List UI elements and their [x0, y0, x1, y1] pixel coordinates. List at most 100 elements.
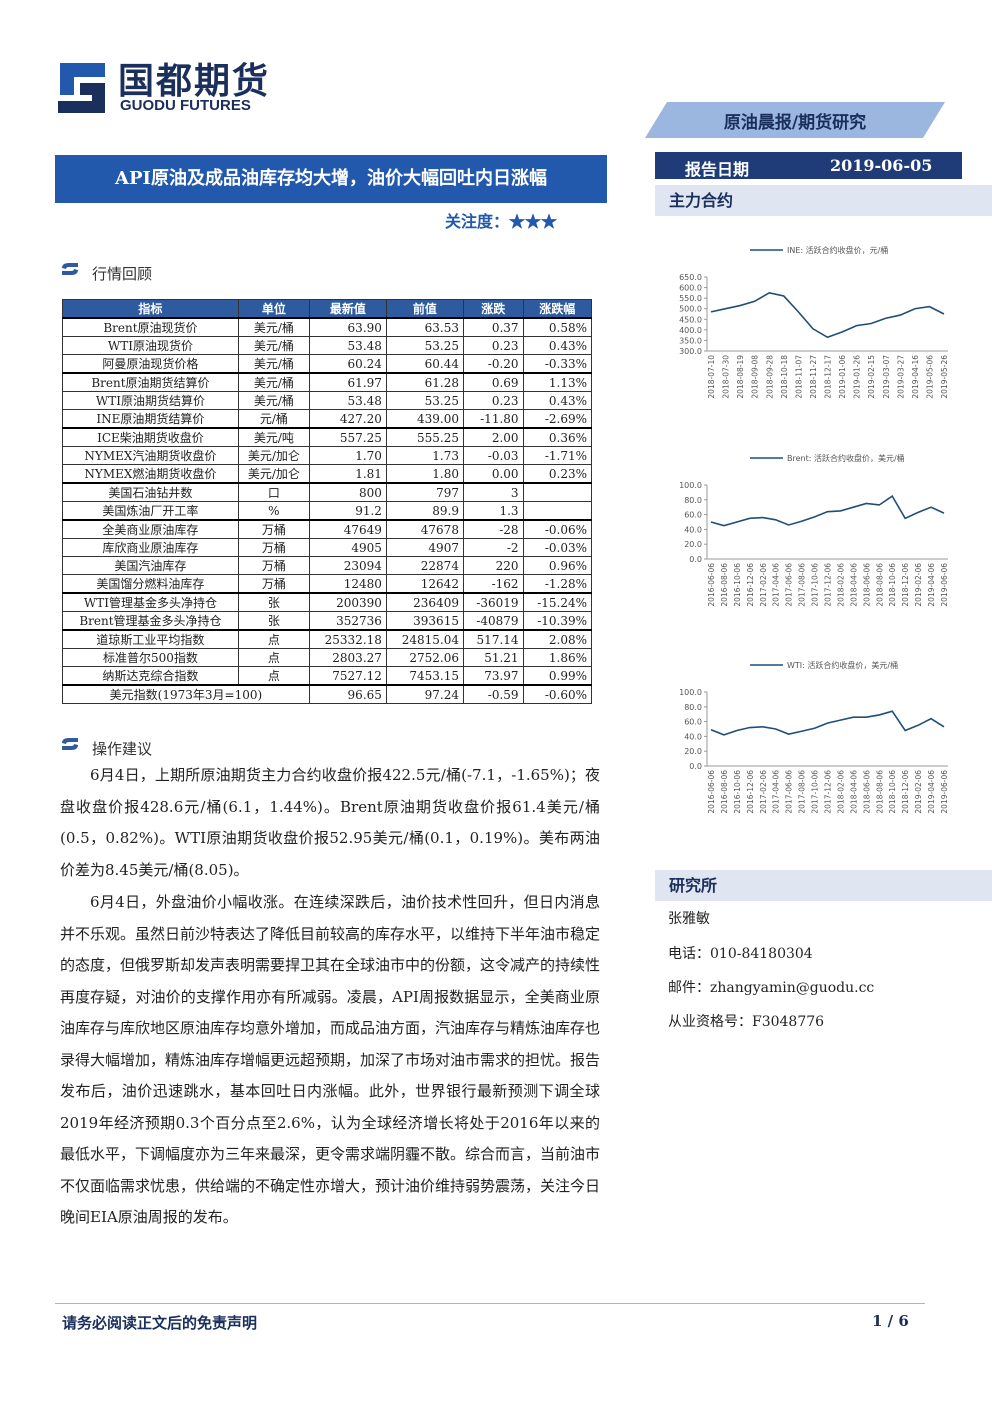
table-cell: %	[237, 501, 310, 521]
x-tick-label: 2018-10-18	[780, 355, 789, 399]
table-row: Brent原油期货结算价 美元/桶 61.97 61.28 0.69 1.13%	[62, 372, 593, 392]
x-tick-label: 2017-10-06	[811, 770, 820, 814]
table-cell: 0.37	[462, 317, 524, 337]
table-cell: -2	[462, 538, 524, 557]
table-cell: 7453.15	[385, 666, 464, 686]
row-group: ICE柴油期货收盘价 美元/吨 557.25 555.25 2.00 0.36% NYMEX…	[62, 427, 593, 484]
table-cell: 23094	[308, 556, 387, 575]
x-tick-label: 2018-07-30	[722, 355, 731, 399]
legend-label: WTI: 活跃合约收盘价，美元/桶	[787, 660, 898, 670]
table-cell: 美元/桶	[237, 354, 310, 374]
table-cell: -0.03%	[522, 538, 593, 557]
table-cell: 0.99%	[522, 666, 593, 686]
table-cell: 点	[237, 648, 310, 667]
x-tick-label: 2019-01-06	[838, 355, 847, 399]
table-cell: 517.14	[462, 629, 524, 649]
table-cell: 张	[237, 611, 310, 631]
row-group: 美国石油钻井数口 800 797 3 美国炼油厂开工率% 91.2 89.9 1.3	[62, 482, 593, 521]
table-cell: 63.53	[385, 317, 464, 337]
table-cell: -2.69%	[522, 409, 593, 429]
table-cell: 美国馏分燃料油库存	[62, 574, 239, 594]
table-cell: 0.00	[462, 464, 524, 484]
table-row: 标准普尔500指数点 2803.27 2752.06 51.21 1.86%	[62, 648, 593, 667]
y-tick-label: 40.0	[684, 525, 702, 534]
page-number: 1 / 6	[872, 1312, 909, 1330]
table-cell: 美元/桶	[237, 317, 310, 337]
table-cell: -0.59	[462, 684, 524, 704]
date-bar: 报告日期 2019-06-05	[655, 152, 962, 179]
table-cell: 797	[385, 482, 464, 502]
chart: Brent: 活跃合约收盘价，美元/桶 0.0 20.0 40.0 60.0 80.0 10…	[679, 453, 949, 607]
y-tick-label: 80.0	[684, 496, 702, 505]
table-row: NYMEX燃油期货收盘价 美元/加仑 1.81 1.80 0.00 0.23%	[62, 464, 593, 484]
table-cell: 53.48	[308, 336, 387, 355]
paragraph: 6月4日，上期所原油期货主力合约收盘价报422.5元/桶(-7.1，-1.65%…	[60, 766, 600, 879]
table-cell: 美元/吨	[237, 427, 310, 447]
table-cell: Brent原油现货价	[62, 317, 239, 337]
x-tick-label: 2016-10-06	[733, 770, 742, 814]
table-cell: 美元/桶	[237, 372, 310, 392]
table-row: NYMEX汽油期货收盘价 美元/加仑 1.70 1.73 -0.03 -1.71%	[62, 446, 593, 465]
attention: 关注度：★★★	[445, 212, 558, 231]
table-cell: 12480	[308, 574, 387, 594]
table-cell: 24815.04	[385, 629, 464, 649]
table-cell	[522, 501, 593, 521]
banner: 原油晨报/期货研究	[645, 102, 945, 138]
table-cell: 美元/加仑	[237, 446, 310, 465]
table-cell: 美国石油钻井数	[62, 482, 239, 502]
x-tick-label: 2017-04-06	[772, 770, 781, 814]
series-line	[710, 710, 945, 736]
table-cell: 2803.27	[308, 648, 387, 667]
x-tick-label: 2019-04-06	[927, 770, 936, 814]
section-title: 操作建议	[92, 740, 153, 758]
x-tick-label: 2019-02-15	[867, 355, 876, 399]
x-tick-label: 2018-10-06	[888, 563, 897, 607]
table-cell: -0.20	[462, 354, 524, 374]
table-row: WTI原油现货价 美元/桶 53.48 53.25 0.23 0.43%	[62, 336, 593, 355]
section-bar: 研究所	[655, 870, 992, 901]
table-cell: WTI原油期货结算价	[62, 391, 239, 410]
table-cell: 1.70	[308, 446, 387, 465]
analyst-license: 从业资格号：F3048776	[668, 1014, 825, 1030]
table-cell: 53.25	[385, 336, 464, 355]
series-line	[710, 292, 945, 339]
x-tick-label: 2017-06-06	[785, 770, 794, 814]
table-cell: 0.43%	[522, 336, 593, 355]
x-tick-label: 2018-08-19	[736, 355, 745, 399]
x-tick-label: 2019-06-06	[940, 563, 949, 607]
table-cell: 4907	[385, 538, 464, 557]
table-cell: 1.80	[385, 464, 464, 484]
x-tick-label: 2017-04-06	[772, 563, 781, 607]
logo-icon	[58, 63, 105, 113]
table-cell: 555.25	[385, 427, 464, 447]
table-cell: 1.13%	[522, 372, 593, 392]
x-tick-label: 2016-12-06	[746, 563, 755, 607]
table-cell: -1.71%	[522, 446, 593, 465]
y-tick-label: 60.0	[684, 511, 702, 520]
x-tick-label: 2018-02-06	[836, 770, 845, 814]
table-row: Brent管理基金多头净持仓张 352736 393615 -40879 -10.39%	[62, 611, 593, 631]
table-cell: 0.43%	[522, 391, 593, 410]
table-cell: 60.24	[308, 354, 387, 374]
table-cell: NYMEX燃油期货收盘价	[62, 464, 239, 484]
table-cell: 0.36%	[522, 427, 593, 447]
x-tick-label: 2018-07-10	[707, 355, 716, 399]
table-cell: -28	[462, 519, 524, 539]
table-cell: 61.97	[308, 372, 387, 392]
table-cell: 2.08%	[522, 629, 593, 649]
date-label: 报告日期	[685, 160, 750, 179]
table-cell: 全美商业原油库存	[62, 519, 239, 539]
table-row: 美国馏分燃料油库存 万桶 12480 12642 -162 -1.28%	[62, 574, 593, 594]
table-cell: -11.80	[462, 409, 524, 429]
table-cell: 美元/桶	[237, 336, 310, 355]
table-cell: 1.86%	[522, 648, 593, 667]
x-tick-label: 2018-12-17	[824, 355, 833, 399]
section-bar: 主力合约	[655, 185, 992, 216]
table-cell: 89.9	[385, 501, 464, 521]
table-cell: 万桶	[237, 556, 310, 575]
table-cell: 439.00	[385, 409, 464, 429]
table-row: 纳斯达克综合指数点 7527.12 7453.15 73.97 0.99%	[62, 666, 593, 686]
column-header: 单位	[237, 299, 310, 319]
chart: WTI: 活跃合约收盘价，美元/桶 0.0 20.0 40.0 60.0 80.0 100.…	[679, 660, 949, 814]
table-header: 指标 单位 最新值 前值 涨跌 涨跌幅	[62, 299, 593, 319]
